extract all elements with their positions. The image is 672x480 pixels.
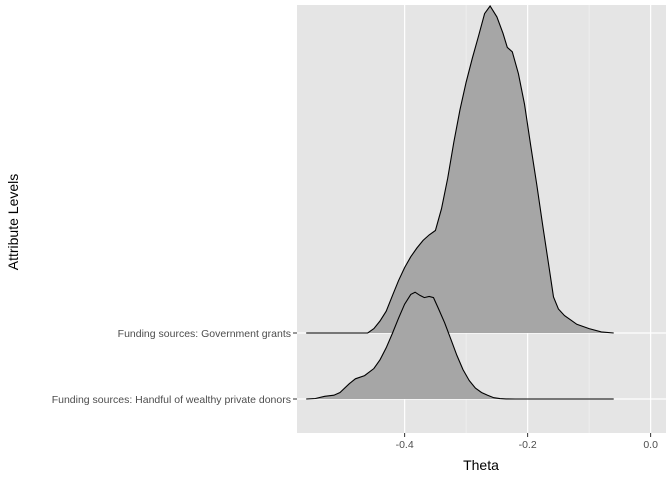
ridge-outline (306, 5, 614, 334)
x-tick-label: -0.2 (519, 439, 537, 451)
y-tick-label: Funding sources: Handful of wealthy priv… (52, 394, 291, 406)
y-axis-title: Attribute Levels (5, 174, 21, 271)
x-axis: -0.4 -0.2 0.0 (396, 433, 658, 451)
x-tick-label: -0.4 (396, 439, 414, 451)
ridge-fill (306, 292, 614, 399)
ridge-outline (306, 291, 614, 400)
y-axis: Funding sources: Handful of wealthy priv… (52, 328, 297, 406)
ridge-fill (306, 6, 614, 333)
y-tick-label: Funding sources: Government grants (118, 328, 291, 340)
density-ridges (306, 5, 614, 400)
x-axis-title: Theta (463, 457, 499, 473)
x-tick-label: 0.0 (643, 439, 658, 451)
